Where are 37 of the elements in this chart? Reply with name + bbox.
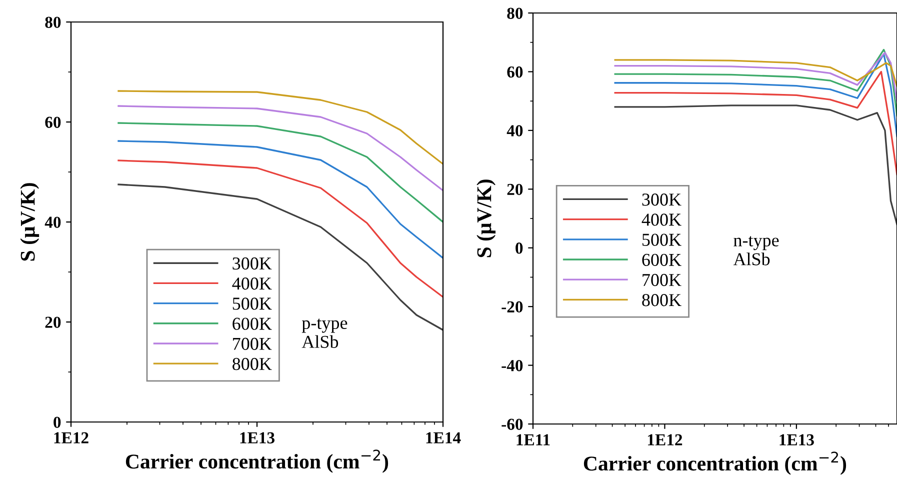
x-tick-label: 1E13 (780, 434, 814, 446)
legend-label: 400K (232, 278, 272, 290)
y-tick-label: 20 (507, 184, 523, 196)
y-tick-label: 20 (45, 316, 61, 328)
y-tick-label: -40 (502, 360, 523, 372)
legend-label: 600K (232, 318, 272, 330)
y-tick-label: -60 (502, 418, 523, 430)
y-tick-label: 40 (506, 125, 523, 136)
x-tick-label: 1E13 (240, 432, 274, 444)
x-axis-title: Carrier concentration (cm$^{−2}$) (126, 450, 388, 473)
y-tick-label: 0 (516, 242, 523, 254)
legend-label: 300K (642, 194, 682, 206)
x-tick-label: 1E14 (426, 432, 461, 444)
annotation: n-type AlSb (733, 236, 779, 266)
legend-label: 400K (642, 214, 682, 226)
legend-label: 800K (642, 294, 682, 306)
y-axis-title: S (μV/K) (20, 183, 40, 261)
x-tick-label: 1E12 (648, 434, 682, 446)
x-axis-title: Carrier concentration (cm$^{−2}$) (584, 452, 846, 475)
legend-label: 700K (642, 274, 682, 286)
annotation: p-type AlSb (302, 318, 348, 348)
legend-label: 600K (642, 254, 682, 266)
legend-label: 300K (232, 257, 272, 270)
legend-label: 500K (642, 234, 682, 246)
x-tick-label: 1E11 (516, 434, 550, 446)
legend-label: 700K (233, 338, 272, 350)
y-tick-label: 80 (507, 8, 523, 19)
y-tick-label: 60 (507, 66, 523, 78)
y-axis-title: S (μV/K) (476, 180, 496, 258)
legend-label: 500K (232, 298, 272, 310)
y-tick-label: 0 (54, 416, 61, 428)
y-tick-label: 80 (45, 16, 61, 28)
y-tick-label: 40 (44, 216, 61, 228)
legend-label: 800K (232, 358, 272, 370)
y-tick-label: -20 (502, 301, 523, 313)
x-tick-label: 1E12 (54, 432, 88, 444)
y-tick-label: 60 (45, 116, 61, 128)
